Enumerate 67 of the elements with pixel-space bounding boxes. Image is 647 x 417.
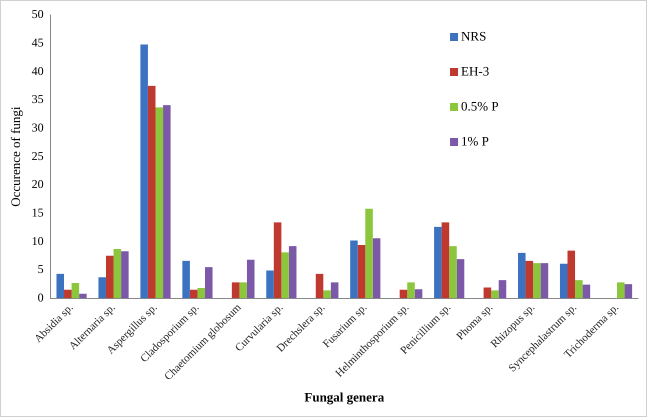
bar bbox=[491, 290, 499, 298]
bar bbox=[518, 252, 526, 298]
bar bbox=[617, 282, 625, 298]
bar bbox=[106, 256, 114, 298]
bar bbox=[72, 282, 80, 298]
y-tick-label: 0 bbox=[38, 290, 44, 304]
legend-label: 0.5% P bbox=[461, 98, 499, 114]
bar bbox=[114, 248, 122, 298]
bar bbox=[190, 290, 198, 298]
bar bbox=[274, 222, 282, 298]
bar bbox=[246, 260, 255, 298]
bar bbox=[407, 282, 415, 298]
bar bbox=[560, 264, 568, 298]
bar bbox=[155, 107, 164, 298]
y-tick-label: 20 bbox=[32, 177, 44, 192]
bar bbox=[98, 277, 106, 298]
bar bbox=[449, 246, 457, 298]
bar bbox=[568, 250, 576, 298]
bar bbox=[372, 238, 380, 298]
bar bbox=[288, 246, 296, 298]
bar bbox=[442, 222, 450, 298]
legend-label: EH-3 bbox=[461, 63, 490, 78]
bar bbox=[316, 274, 324, 298]
bar bbox=[456, 259, 464, 298]
y-tick-label: 35 bbox=[32, 92, 44, 106]
bar bbox=[624, 284, 632, 298]
bar bbox=[232, 282, 240, 298]
bar bbox=[148, 86, 156, 298]
bar bbox=[540, 263, 548, 298]
y-tick-label: 45 bbox=[32, 35, 44, 50]
bar bbox=[484, 287, 492, 298]
bar bbox=[266, 270, 274, 298]
bar bbox=[163, 105, 171, 298]
bar bbox=[323, 290, 331, 298]
x-axis-title: Fungal genera bbox=[304, 390, 385, 405]
y-tick-label: 5 bbox=[38, 262, 44, 276]
bar bbox=[434, 226, 442, 298]
bar bbox=[182, 260, 190, 298]
bar bbox=[205, 267, 213, 298]
bar bbox=[239, 282, 247, 298]
bar bbox=[498, 280, 506, 298]
bar bbox=[526, 260, 534, 298]
bar bbox=[582, 284, 590, 298]
y-tick-label: 15 bbox=[32, 205, 44, 220]
bar bbox=[414, 289, 422, 298]
bar bbox=[358, 245, 366, 298]
bar bbox=[575, 280, 583, 298]
y-tick-label: 30 bbox=[32, 120, 44, 134]
bar bbox=[121, 251, 129, 298]
legend-label: NRS bbox=[461, 28, 486, 44]
bar bbox=[56, 274, 64, 298]
bar bbox=[400, 290, 408, 298]
bar bbox=[79, 294, 87, 298]
bar bbox=[350, 240, 358, 298]
bar bbox=[533, 263, 541, 298]
bar bbox=[197, 288, 206, 298]
legend-label: 1% P bbox=[461, 133, 489, 148]
y-tick-label: 50 bbox=[32, 7, 44, 22]
bar bbox=[365, 208, 373, 298]
bar bbox=[64, 290, 72, 298]
y-tick-label: 25 bbox=[32, 148, 44, 163]
y-tick-label: 40 bbox=[32, 64, 44, 78]
bar bbox=[281, 252, 289, 298]
y-axis-title: Occurence of fungi bbox=[8, 106, 24, 207]
y-tick-label: 10 bbox=[32, 234, 44, 248]
bar bbox=[140, 44, 148, 298]
bar bbox=[330, 282, 338, 298]
